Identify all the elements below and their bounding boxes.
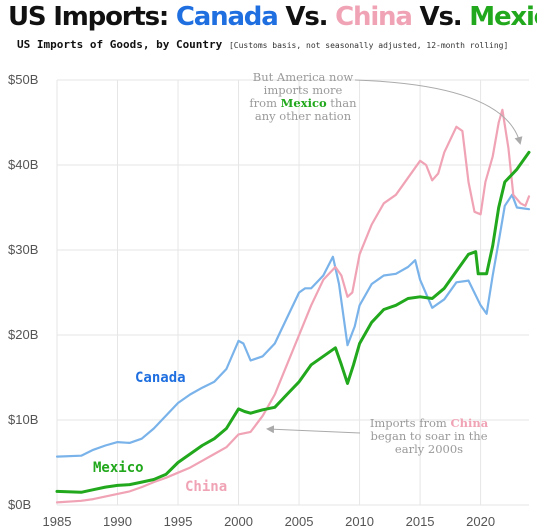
x-tick-label: 1995 — [164, 514, 193, 529]
x-tick-label: 2000 — [224, 514, 253, 529]
title-part: China — [335, 2, 413, 32]
chart-subtitle: US Imports of Goods, by Country [Customs… — [17, 38, 508, 51]
subtitle-note: [Customs basis, not seasonally adjusted,… — [228, 41, 509, 50]
annotation-mexico-line: But America now — [253, 70, 354, 84]
y-tick-label: $0B — [8, 497, 31, 512]
series-lines — [55, 108, 531, 504]
y-axis: $0B $10B $20B $30B $40B $50B — [8, 72, 38, 512]
series-labels: Canada China Mexico — [93, 370, 227, 495]
annotation-china-line: early 2000s — [395, 442, 463, 456]
series-line-mexico — [55, 150, 531, 494]
arrow-mexico — [354, 79, 523, 145]
x-tick-label: 2020 — [466, 514, 495, 529]
series-label-mexico: Mexico — [93, 460, 144, 476]
annotation-text: imports more — [264, 83, 343, 97]
x-tick-label: 1990 — [103, 514, 132, 529]
annotation-china-line: Imports from China — [370, 416, 489, 430]
x-tick-label: 2005 — [285, 514, 314, 529]
y-tick-label: $20B — [8, 327, 38, 342]
x-tick-label: 1985 — [43, 514, 72, 529]
subtitle-main: US Imports of Goods, by Country — [17, 38, 223, 51]
annotation-text: Imports from — [370, 416, 451, 430]
annotation-text: any other nation — [255, 109, 352, 123]
title-part: Vs. — [411, 2, 470, 32]
annotation-text: But America now — [253, 70, 354, 84]
title-part: Mexico — [469, 2, 537, 32]
arrow-china — [266, 425, 361, 434]
annotation-text: early 2000s — [395, 442, 463, 456]
x-tick-label: 2015 — [406, 514, 435, 529]
annotation-mexico-line: from Mexico than — [249, 96, 357, 110]
chart-title: US Imports: Canada Vs. China Vs. Mexico — [8, 2, 537, 32]
annotation-text: from — [249, 96, 280, 110]
title-part: Vs. — [277, 2, 336, 32]
annotation-text: Mexico — [281, 96, 327, 110]
annotation-text: began to soar in the — [370, 429, 487, 443]
x-tick-label: 2010 — [345, 514, 374, 529]
annotation-text: than — [327, 96, 358, 110]
annotation-text: China — [450, 416, 488, 430]
y-tick-label: $10B — [8, 412, 38, 427]
series-line-china — [55, 108, 531, 504]
title-part: Canada — [175, 2, 279, 32]
series-label-canada: Canada — [135, 370, 186, 386]
y-tick-label: $30B — [8, 242, 38, 257]
series-line-canada — [55, 193, 531, 458]
series-label-china: China — [185, 479, 227, 495]
y-tick-label: $50B — [8, 72, 38, 87]
y-tick-label: $40B — [8, 157, 38, 172]
title-part: US Imports: — [8, 2, 176, 32]
annotation-mexico-line: any other nation — [255, 109, 352, 123]
annotation-china-line: began to soar in the — [370, 429, 487, 443]
x-axis: 1985 1990 1995 2000 2005 2010 2015 2020 — [43, 514, 496, 529]
annotation-mexico-line: imports more — [264, 83, 343, 97]
